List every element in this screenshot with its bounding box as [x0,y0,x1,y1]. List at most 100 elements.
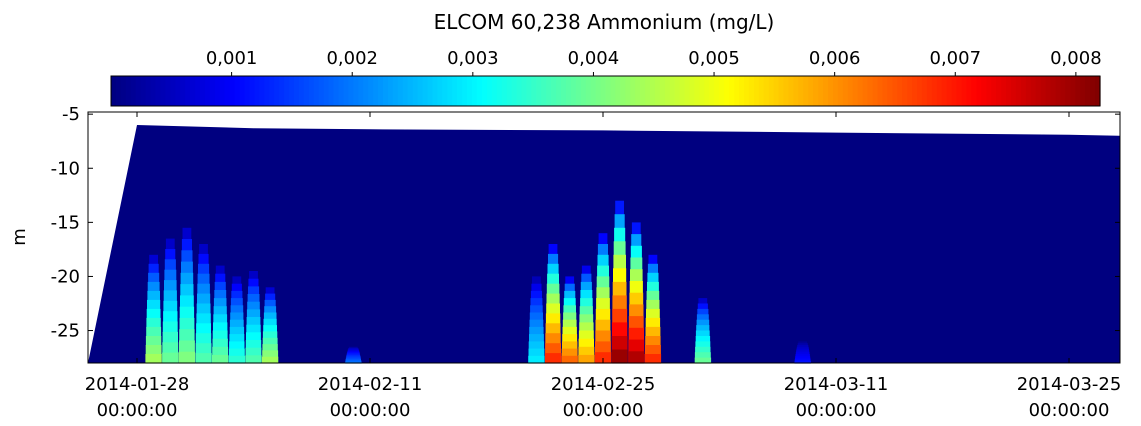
colorbar-swatch [496,76,503,106]
plume-band [596,298,610,310]
plume-band [532,276,541,285]
plume-band [165,238,175,250]
colorbar-swatch [209,76,216,106]
colorbar-swatch [160,76,166,106]
plume-band [795,357,811,360]
colorbar-swatch [402,76,409,106]
plume-band [197,273,210,285]
colorbar-swatch [165,76,171,106]
colorbar-swatch [590,76,597,106]
plume-band [580,281,592,291]
colorbar-swatch [328,76,335,106]
plume-band [228,355,246,364]
colorbar-swatch [293,76,300,106]
plume-band [247,294,260,303]
plume-band [182,227,192,240]
x-tick-label-time: 00:00:00 [330,400,411,421]
colorbar-swatch [200,76,206,106]
plume-band [798,341,808,344]
colorbar-swatch [269,76,275,106]
plume-band [163,311,178,323]
plume-band [249,271,258,280]
plume-band [695,330,710,337]
plume [561,276,578,364]
x-tick-label-date: 2014-03-11 [784,374,889,395]
colorbar-swatch [986,76,992,106]
colorbar-swatch [640,76,646,106]
colorbar-swatch [605,76,612,106]
plume-band [347,352,360,355]
plume-band [231,283,242,292]
y-tick-label: -15 [51,212,80,233]
plume-band [230,305,244,314]
colorbar-swatch [1075,76,1081,106]
plume-band [246,332,261,341]
plume-band [562,319,577,328]
plume-band [564,283,575,292]
plume-band [629,292,644,305]
plume-band [245,355,262,364]
plume-band [548,244,558,255]
plume-band [645,317,661,328]
plume-band [561,348,578,357]
plume-band [580,298,593,307]
plume-band [529,319,544,328]
colorbar-swatch [214,76,221,106]
colorbar-swatch [842,76,849,106]
plume [578,265,595,364]
colorbar-swatch [793,76,799,106]
colorbar-swatch [763,76,770,106]
plume-band [629,281,643,294]
plume-band [215,265,225,275]
plume-band [213,314,228,323]
colorbar-swatch [140,76,147,106]
colorbar-swatch [729,76,735,106]
plume-band [794,361,811,364]
plume-band [579,322,594,332]
plume-band [212,338,228,348]
plume-band [197,293,211,305]
plume-band [265,293,276,301]
plume-band [530,290,542,299]
plume-band [695,346,711,353]
plume-band [198,263,210,275]
colorbar-swatch [516,76,523,106]
colorbar-swatch [561,76,567,106]
colorbar-swatch [887,76,893,106]
colorbar-swatch [462,76,468,106]
colorbar-swatch [610,76,616,106]
plume-band [528,355,545,364]
colorbar-tick-label: 0,003 [447,48,499,69]
plume-band [195,333,212,344]
plume-band [596,287,610,299]
colorbar-swatch [739,76,745,106]
colorbar-swatch [946,76,953,106]
colorbar-swatch [788,76,795,106]
colorbar-swatch [130,76,137,106]
colorbar-swatch [828,76,834,106]
plume [228,276,246,364]
plume [528,276,545,364]
colorbar-swatch [847,76,854,106]
colorbar-swatch [724,76,730,106]
plume-band [696,314,709,321]
plume-band [245,340,262,349]
colorbar-swatch [363,76,369,106]
plume-band [697,303,708,310]
colorbar-swatch [471,76,478,106]
plume [594,233,612,364]
plume-band [195,343,212,354]
colorbar-swatch [501,76,508,106]
x-tick-label-date: 2014-03-25 [1017,374,1122,395]
colorbar-swatch [135,76,142,106]
plume-band [181,239,192,251]
plume-band [229,326,245,335]
plume-band [148,272,160,283]
plume-band [595,319,611,332]
plume-band [648,254,658,265]
plume-band [146,308,161,319]
plume-band [148,263,159,274]
colorbar-swatch [570,76,577,106]
plume-band [596,276,610,288]
